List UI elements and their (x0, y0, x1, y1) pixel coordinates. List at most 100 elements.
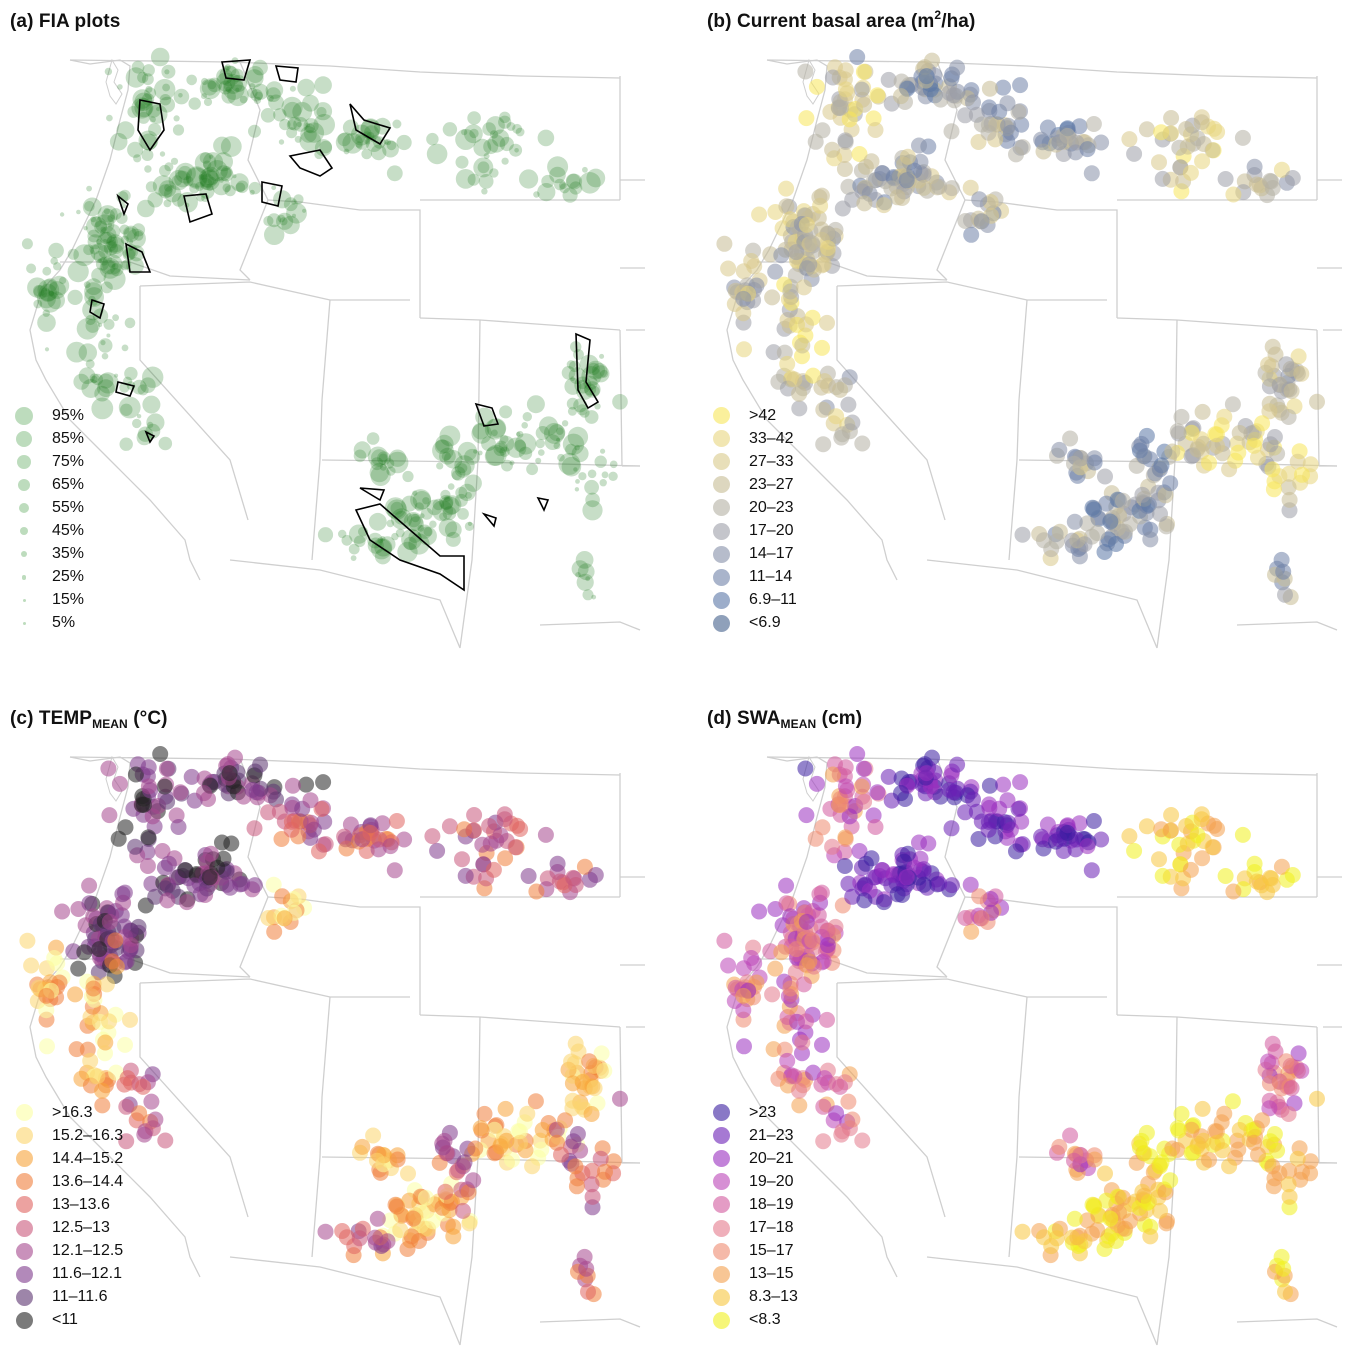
legend-swatch (707, 614, 735, 632)
plot-point (837, 759, 854, 776)
legend-swatch (10, 550, 38, 558)
plot-point (213, 136, 231, 155)
plot-point (592, 1150, 609, 1167)
plot-point (899, 148, 916, 165)
plot-point (981, 80, 998, 97)
plot-point (1273, 1248, 1290, 1265)
plot-point (1152, 1158, 1168, 1175)
legend-dot (15, 1196, 33, 1214)
state-boundary (1008, 996, 1028, 1258)
plot-point (98, 976, 115, 993)
plot-point (195, 181, 204, 191)
panel-b-basal-area: (b) Current basal area (m2/ha) >42 33–42 2… (697, 0, 1347, 660)
state-boundary (619, 329, 623, 467)
plot-point (1102, 1210, 1119, 1227)
plot-point (1134, 1183, 1151, 1200)
plot-point (100, 259, 116, 275)
plot-point (815, 436, 832, 453)
plot-point (131, 223, 146, 237)
plot-point (527, 1093, 544, 1110)
plot-point (464, 474, 482, 492)
plot-point (578, 1260, 595, 1277)
plot-point (104, 67, 113, 76)
plot-point (303, 814, 320, 831)
plot-point (824, 69, 841, 86)
plot-point (111, 775, 128, 792)
plot-point (1157, 487, 1174, 504)
plot-point (549, 855, 566, 872)
plot-point (1152, 461, 1168, 478)
plot-point (67, 248, 79, 260)
legend-dot (712, 430, 730, 448)
plot-point (107, 932, 124, 949)
plot-point (874, 862, 891, 879)
plot-point (455, 169, 476, 189)
plot-point (48, 290, 54, 297)
legend-swatch (10, 478, 38, 491)
plot-point (119, 437, 133, 451)
plot-point (574, 1074, 591, 1090)
plot-point (1182, 861, 1199, 878)
plot-point (338, 529, 347, 539)
plot-point (38, 987, 55, 1004)
plot-point (408, 530, 422, 543)
plot-point (289, 85, 296, 92)
plot-point (853, 81, 870, 98)
plot-point (833, 1126, 850, 1143)
plot-point (386, 862, 403, 879)
plot-point (141, 149, 154, 161)
legend-item: 75% (10, 450, 84, 473)
plot-point (1189, 130, 1206, 147)
plot-point (461, 129, 468, 136)
plot-point (305, 123, 315, 133)
plot-point (815, 401, 832, 418)
legend-item: 8.3–13 (707, 1286, 798, 1309)
legend-dot (712, 407, 730, 425)
plot-point (512, 1134, 528, 1151)
plot-point (534, 1122, 551, 1138)
plot-point (515, 127, 525, 137)
plot-point (851, 843, 868, 859)
plot-point (483, 139, 499, 155)
plot-point (518, 446, 533, 460)
plot-point (150, 47, 170, 67)
plot-point (1254, 1112, 1271, 1129)
plot-point (1062, 430, 1079, 447)
plot-point (365, 1127, 382, 1144)
wildfire-perimeter (89, 298, 105, 320)
plot-point (103, 241, 119, 256)
plot-point (252, 83, 269, 100)
plot-point (481, 436, 496, 452)
plot-point (216, 72, 236, 92)
plot-point (869, 87, 886, 104)
plot-point (819, 937, 836, 954)
plot-point (499, 405, 513, 419)
plot-point (403, 536, 417, 551)
plot-point (736, 341, 752, 358)
plot-point (158, 436, 173, 451)
puget-sound (105, 58, 123, 105)
plot-point (355, 141, 363, 148)
plot-point (265, 876, 282, 893)
legend-swatch (10, 454, 38, 469)
plot-point (390, 501, 404, 515)
wildfire-perimeter (481, 512, 497, 528)
plot-point (735, 290, 752, 307)
plot-point (949, 59, 966, 76)
legend-label: 14.4–15.2 (52, 1149, 124, 1167)
plot-point (455, 1158, 471, 1175)
plot-point (380, 536, 386, 542)
plot-point (300, 126, 317, 143)
plot-point (526, 463, 538, 476)
plot-point (101, 807, 118, 824)
plot-point (399, 1241, 416, 1257)
legend-label: 33–42 (749, 429, 794, 447)
plot-point (118, 1133, 135, 1150)
legend-item: 15% (10, 589, 84, 612)
plot-point (119, 224, 130, 235)
legend: >23 21–23 20–21 19–20 18–19 17–18 15–17 13–15 8.… (707, 1101, 798, 1332)
plot-point (177, 165, 193, 181)
plot-point (1000, 814, 1017, 831)
plot-point (911, 137, 927, 154)
plot-point (250, 89, 263, 102)
